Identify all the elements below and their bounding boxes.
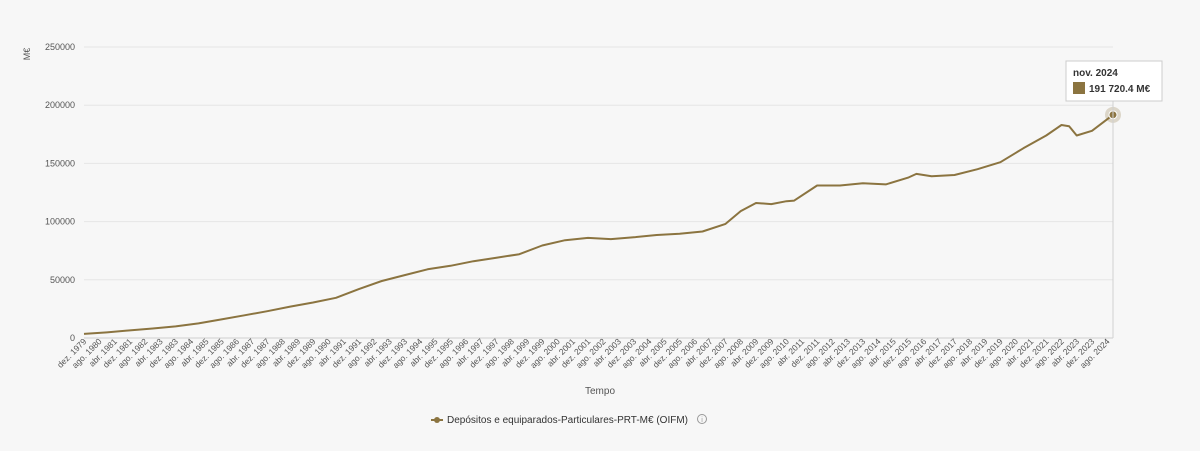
tooltip-swatch	[1073, 82, 1085, 94]
tooltip-box	[1065, 60, 1163, 102]
tooltip-date: nov. 2024	[1073, 68, 1118, 79]
legend-marker-icon	[434, 417, 440, 423]
info-icon-glyph: i	[701, 417, 703, 424]
y-axis-ticks: 0 50000 100000 150000 200000 250000	[45, 42, 75, 343]
series-line[interactable]	[83, 114, 1114, 335]
y-tick-label: 100000	[45, 217, 75, 227]
tooltip-value: 191 720.4 M€	[1089, 84, 1151, 95]
y-tick-label: 250000	[45, 42, 75, 52]
legend-label[interactable]: Depósitos e equiparados-Particulares-PRT…	[447, 415, 688, 426]
info-icon[interactable]	[697, 414, 707, 424]
y-tick-label: 50000	[50, 275, 75, 285]
y-tick-label: 0	[70, 333, 75, 343]
tooltip: nov. 2024 191 720.4 M€	[1065, 60, 1163, 338]
legend[interactable]: Depósitos e equiparados-Particulares-PRT…	[431, 414, 707, 427]
x-axis-label: Tempo	[585, 386, 615, 397]
series-layer	[83, 106, 1121, 335]
y-axis-label: M€	[22, 48, 32, 61]
y-tick-label: 150000	[45, 158, 75, 168]
y-tick-label: 200000	[45, 100, 75, 110]
gridlines	[84, 46, 1113, 339]
